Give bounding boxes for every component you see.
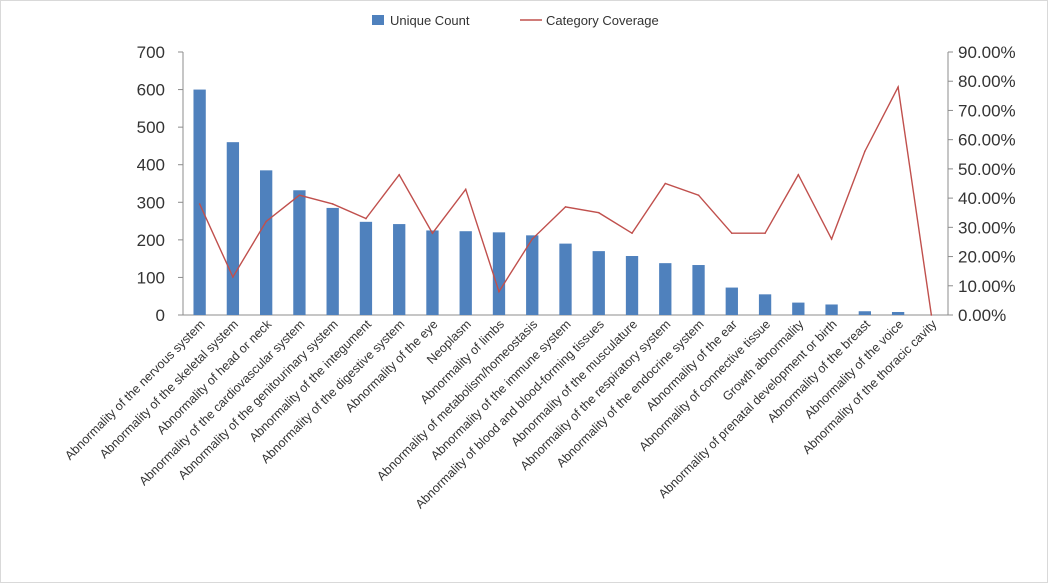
bar [193,89,206,315]
coverage-point [731,232,733,234]
right-axis-tick-label: 80.00% [958,72,1016,91]
bar [559,243,572,315]
category-tick-label: Abnormality of the integument [247,317,375,445]
bar [259,170,273,315]
bar [359,221,373,315]
left-axis-tick-label: 200 [137,231,165,250]
right-axis-tick-label: 70.00% [958,101,1016,120]
coverage-point [365,217,367,220]
coverage-point [331,203,334,205]
bar [758,294,772,315]
coverage-point [697,194,700,196]
coverage-point [930,314,933,316]
bar [492,232,506,315]
left-axis-tick-label: 0 [156,306,165,325]
coverage-point [764,232,766,234]
bar [459,231,472,315]
left-axis-tick-label: 300 [137,193,165,212]
bar [293,190,306,315]
bar [526,235,539,315]
bar [326,207,339,315]
right-axis-tick-label: 90.00% [958,43,1016,62]
coverage-point [298,194,301,196]
coverage-point [498,290,500,293]
bar [659,263,672,315]
coverage-point [864,150,866,153]
bar [692,265,705,315]
legend-bar-swatch [372,15,384,25]
bar [792,302,805,315]
right-axis-tick-label: 40.00% [958,189,1016,208]
right-axis-tick-label: 20.00% [958,248,1016,267]
bar [725,287,738,315]
coverage-point [597,211,600,214]
right-axis-tick-label: 30.00% [958,218,1016,237]
coverage-point [631,232,633,234]
bar [625,256,639,315]
bar [592,251,605,315]
bar [226,142,240,315]
coverage-point [265,220,267,223]
bar [858,311,872,315]
left-axis-tick-label: 500 [137,118,165,137]
coverage-point [431,232,434,234]
right-axis-tick-label: 50.00% [958,160,1016,179]
bar [825,304,838,315]
bar [426,230,439,315]
bar [891,311,905,315]
legend-label: Category Coverage [546,13,659,28]
coverage-point [830,238,833,240]
bar [393,224,406,315]
coverage-point [198,203,201,205]
coverage-point [897,86,899,88]
coverage-point [797,173,800,176]
left-axis-tick-label: 600 [137,81,165,100]
left-axis-tick-label: 700 [137,43,165,62]
coverage-point [232,276,234,278]
coverage-point [531,238,534,240]
coverage-point [464,188,467,191]
left-axis-tick-label: 400 [137,156,165,175]
left-axis-tick-label: 100 [137,268,165,287]
coverage-point [398,173,400,176]
right-axis-tick-label: 0.00% [958,306,1006,325]
coverage-point [664,182,667,185]
right-axis-tick-label: 60.00% [958,131,1016,150]
legend-label: Unique Count [390,13,470,28]
coverage-point [564,206,567,208]
right-axis-tick-label: 10.00% [958,277,1016,296]
